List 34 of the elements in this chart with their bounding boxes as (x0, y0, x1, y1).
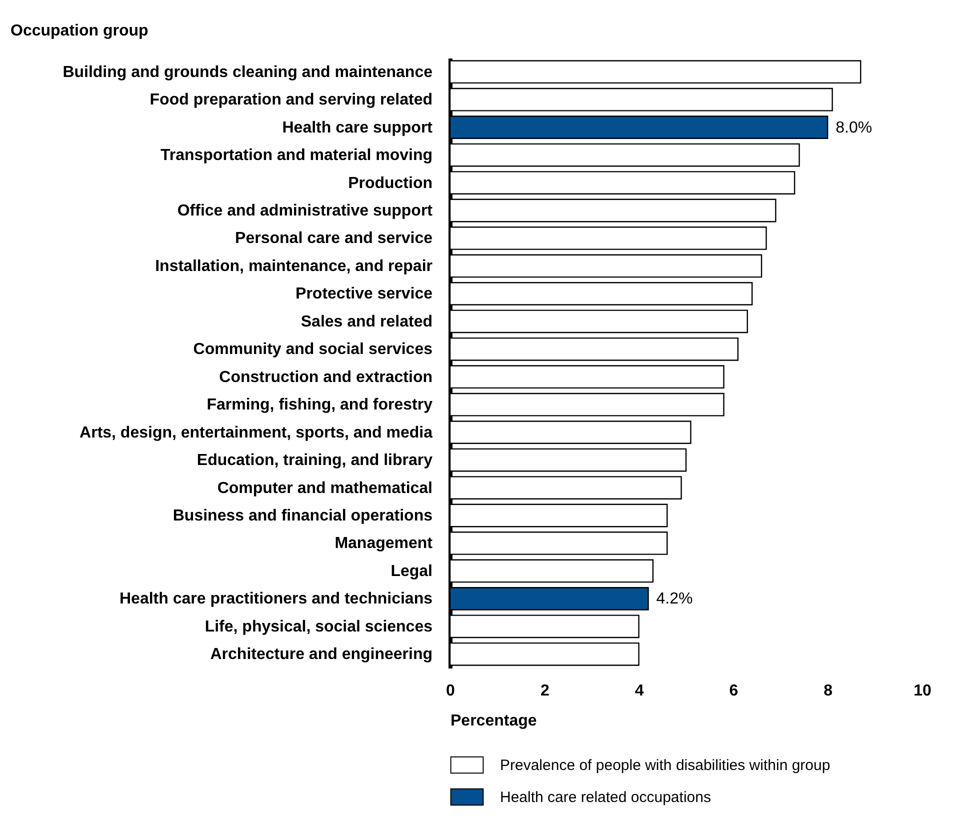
legend-label: Prevalence of people with disabilities within group (500, 757, 830, 774)
y-tick-label: Legal (390, 562, 432, 580)
y-tick-label: Personal care and service (235, 230, 433, 248)
y-tick-label: Life, physical, social sciences (204, 618, 433, 636)
x-tick-label: 4 (634, 682, 644, 700)
y-tick-label: Computer and mathematical (217, 480, 432, 497)
y-tick-label: Business and financial operations (172, 508, 433, 524)
data-label: 8.0% (836, 119, 872, 136)
y-tick-label: Health care support (282, 119, 434, 136)
y-tick-label: Office and administrative support (177, 202, 434, 220)
y-tick-label: Farming, fishing, and forestry (206, 396, 433, 414)
data-label: 4.2% (656, 590, 693, 608)
y-tick-label: Installation, maintenance, and repair (155, 258, 432, 275)
y-tick-label: Education, training, and library (196, 452, 433, 470)
x-axis-title: Percentage (450, 712, 537, 730)
y-tick-label: Protective service (296, 286, 433, 303)
y-tick-label: Arts, design, entertainment, sports, and media (80, 424, 433, 442)
y-tick-label: Construction and extraction (219, 368, 432, 386)
y-axis-title: Occupation group (10, 22, 148, 40)
y-tick-label: Management (334, 535, 434, 552)
x-tick-label: 8 (824, 682, 833, 700)
y-tick-label: Building and grounds cleaning and maintenance (62, 64, 433, 81)
y-tick-label: Production (348, 174, 432, 192)
y-tick-label: Health care practitioners and technicians (120, 590, 433, 608)
x-tick-label: 10 (914, 682, 932, 700)
x-tick-label: 6 (729, 682, 738, 700)
y-tick-label: Food preparation and serving related (150, 92, 432, 109)
legend-label: Health care related occupations (500, 789, 711, 806)
y-tick-label: Architecture and engineering (210, 646, 432, 664)
x-tick-label: 2 (540, 682, 550, 700)
y-tick-label: Transportation and material moving (160, 147, 432, 164)
y-tick-label: Community and social services (193, 341, 433, 358)
x-tick-label: 0 (446, 682, 456, 700)
y-tick-label: Sales and related (300, 313, 432, 330)
